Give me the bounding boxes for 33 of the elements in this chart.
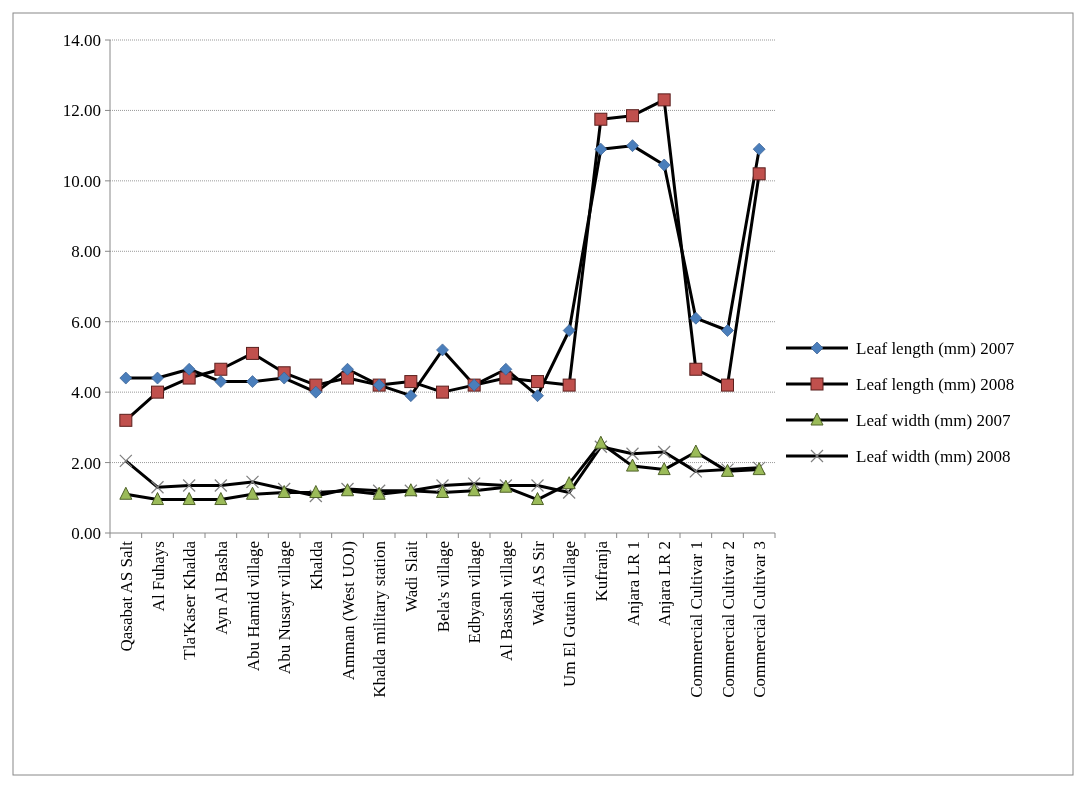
y-tick-label: 10.00 <box>62 171 101 191</box>
y-tick-label: 6.00 <box>71 312 101 332</box>
x-tick-label: Ayn Al Basha <box>211 540 231 635</box>
x-tick-label: Commercial Cultivar 2 <box>718 541 738 698</box>
legend-label: Leaf width (mm) 2008 <box>856 446 1011 466</box>
x-tick-label: Edbyan village <box>465 541 485 644</box>
y-tick-label: 14.00 <box>62 30 101 50</box>
legend-label: Leaf length (mm) 2008 <box>856 374 1015 394</box>
y-tick-label: 8.00 <box>71 242 101 262</box>
x-tick-label: Kufranja <box>591 540 611 602</box>
x-tick-label: Tla'Kaser Khalda <box>180 540 200 660</box>
x-tick-label: Wadi Slait <box>401 540 421 612</box>
x-tick-label: Khalda military station <box>370 540 390 698</box>
x-tick-label: Qasabat AS Salt <box>116 540 136 652</box>
x-tick-label: Anjara LR 2 <box>655 541 675 626</box>
legend-label: Leaf width (mm) 2007 <box>856 410 1011 430</box>
x-tick-label: Abu Nusayr village <box>275 541 295 675</box>
y-tick-label: 0.00 <box>71 523 101 543</box>
x-tick-label: Al Fuhays <box>148 541 168 612</box>
x-tick-label: Al Bassah village <box>496 541 516 661</box>
x-tick-label: Bela's village <box>433 541 453 633</box>
x-tick-label: Khalda <box>306 540 326 591</box>
x-tick-label: Wadi AS Sir <box>528 540 548 626</box>
x-tick-label: Amman (West UOJ) <box>338 541 358 681</box>
y-tick-label: 2.00 <box>71 453 101 473</box>
x-tick-label: Commercial Cultivar 3 <box>750 541 770 698</box>
x-tick-label: Abu Hamid village <box>243 541 263 672</box>
x-tick-label: Um El Gutain village <box>560 541 580 687</box>
legend-label: Leaf length (mm) 2007 <box>856 338 1015 358</box>
x-tick-label: Commercial Cultivar 1 <box>686 541 706 698</box>
x-tick-label: Anjara LR 1 <box>623 541 643 626</box>
y-tick-label: 4.00 <box>71 383 101 403</box>
y-tick-label: 12.00 <box>62 101 101 121</box>
